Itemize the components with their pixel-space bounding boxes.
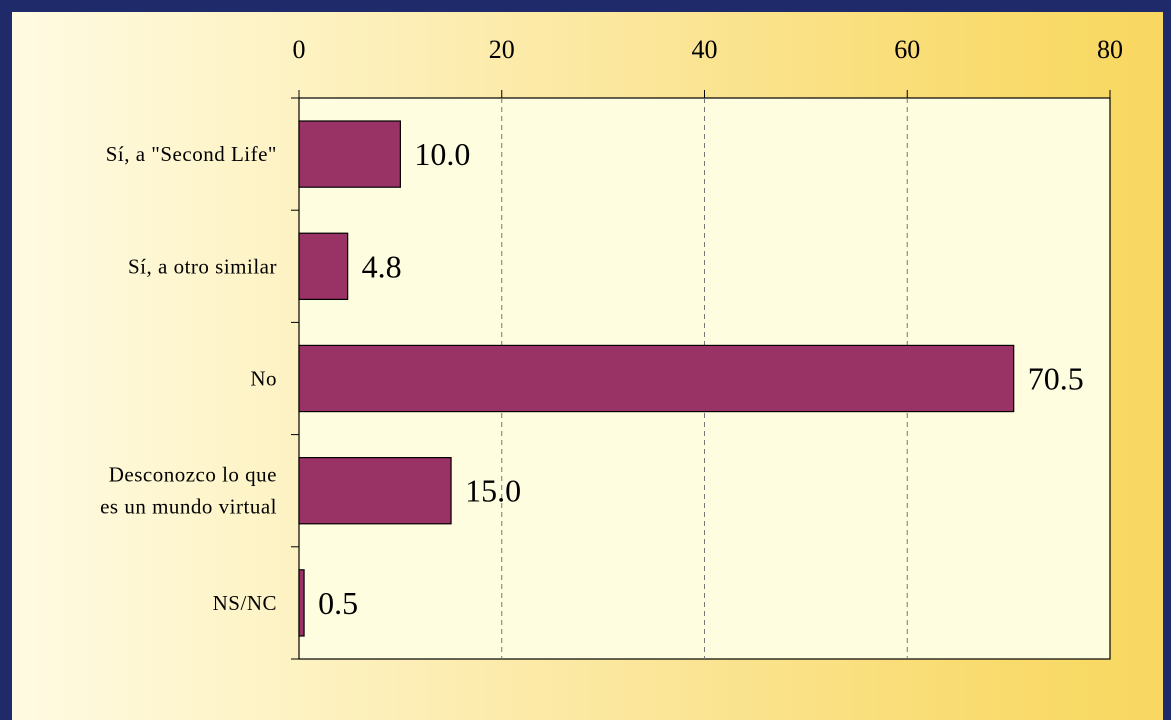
category-label: es un mundo virtual bbox=[100, 495, 277, 519]
data-label: 70.5 bbox=[1028, 361, 1084, 397]
category-label: Sí, a otro similar bbox=[128, 254, 277, 278]
category-label: No bbox=[250, 367, 277, 391]
bar bbox=[298, 569, 305, 637]
x-tick-label: 60 bbox=[894, 35, 920, 64]
category-label: Desconozco lo que bbox=[109, 463, 277, 487]
data-label: 0.5 bbox=[318, 585, 358, 621]
data-label: 10.0 bbox=[414, 136, 470, 172]
bar bbox=[298, 457, 452, 525]
bar bbox=[298, 120, 401, 188]
bar-chart: 0 20 40 60 80 10.0 Sí, a "Second Life" 4.8 Sí, a… bbox=[100, 35, 1123, 660]
data-label: 15.0 bbox=[465, 473, 521, 509]
bar bbox=[298, 232, 349, 300]
data-label: 4.8 bbox=[362, 248, 402, 284]
x-tick-label: 40 bbox=[692, 35, 718, 64]
x-tick-label: 80 bbox=[1097, 35, 1123, 64]
category-label: Sí, a "Second Life" bbox=[106, 142, 277, 166]
slide-background: 0 20 40 60 80 10.0 Sí, a "Second Life" 4.8 Sí, a… bbox=[12, 12, 1163, 720]
category-label: NS/NC bbox=[213, 591, 277, 615]
x-tick-label: 20 bbox=[489, 35, 515, 64]
x-tick-label: 0 bbox=[293, 35, 306, 64]
bar bbox=[298, 344, 1015, 413]
